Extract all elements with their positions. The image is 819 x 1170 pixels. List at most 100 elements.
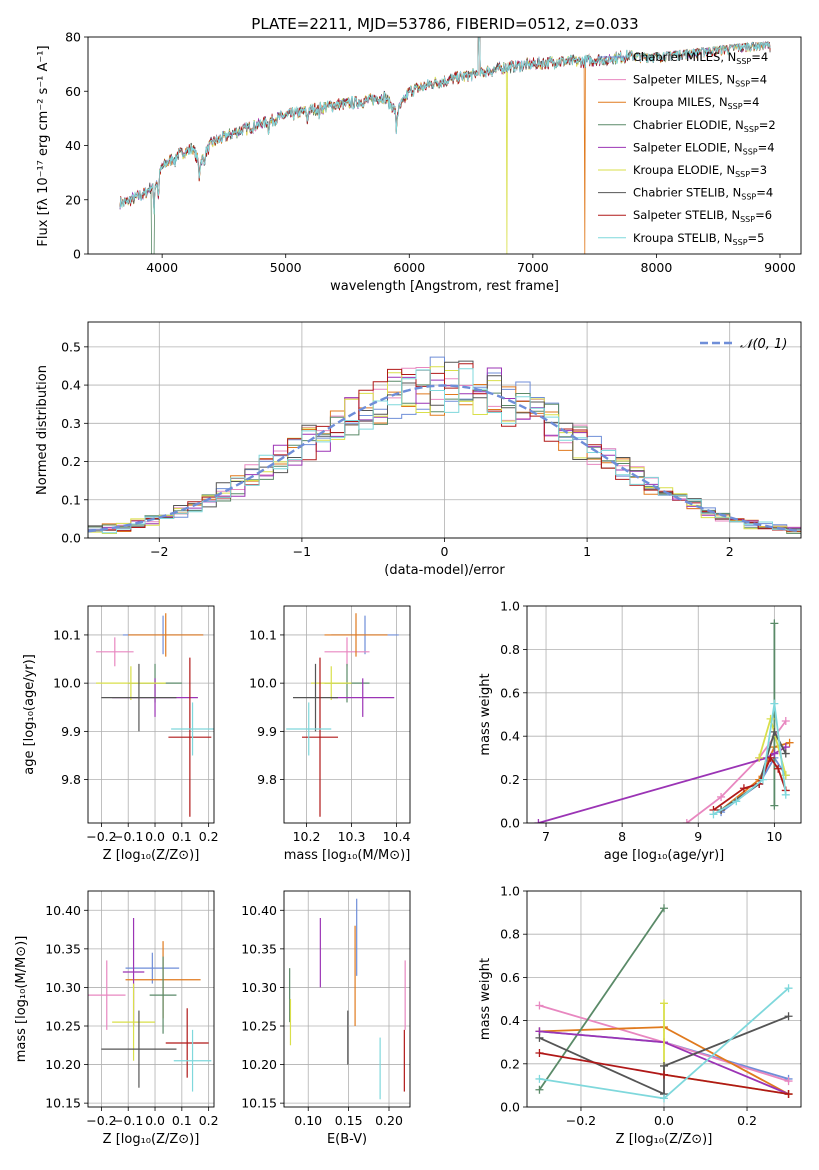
grid-massweight_vs_age	[527, 605, 801, 824]
y-tick-label: 0.3	[61, 416, 81, 431]
x-axis-label: wavelength [Angstrom, rest frame]	[330, 279, 559, 294]
panel-age_vs_mass: 10.2 10.3 10.4 9.8 9.9 10.0 10.1 mass [log₁₀(M/…	[249, 605, 411, 863]
x-tick-label: 10.3	[338, 829, 366, 844]
errorbar-point	[96, 637, 134, 667]
x-tick-label: 10	[766, 829, 782, 844]
errorbar-point	[101, 663, 177, 732]
plus-marker	[535, 1033, 544, 1042]
plus-marker	[535, 1001, 544, 1010]
errorbar-point	[286, 702, 332, 756]
axes-frame	[87, 890, 215, 1108]
plot-area-mass_vs_EBV	[289, 898, 406, 1100]
plus-marker	[758, 775, 767, 784]
y-tick-label: 0.0	[500, 1100, 520, 1115]
normal-curve	[88, 384, 799, 533]
plus-marker	[770, 801, 779, 810]
plus-marker	[781, 749, 790, 758]
x-tick-label: 2	[726, 544, 734, 559]
plus-marker	[682, 819, 691, 823]
x-tick-label: 8000	[641, 260, 673, 275]
plus-marker	[770, 699, 779, 708]
y-tick-label: 10.35	[241, 941, 277, 956]
y-tick-label: 9.9	[61, 724, 81, 739]
x-axis-label: Z [log₁₀(Z/Z⊙)]	[103, 1132, 200, 1147]
axes-frame	[87, 605, 215, 824]
spectrum-line	[119, 37, 771, 215]
y-axis-label: age [log₁₀(age/yr)]	[22, 654, 37, 775]
legend-entry: Kroupa ELODIE, NSSP=3	[633, 163, 767, 179]
plot-area-mass_vs_Z	[88, 918, 212, 1092]
plus-marker	[781, 790, 790, 799]
y-axis-label: Flux [fλ 10⁻¹⁷ erg cm⁻² s⁻¹ A⁻¹]	[36, 45, 51, 246]
axes-frame	[87, 36, 802, 255]
grid-age_vs_Z	[88, 606, 214, 823]
plus-marker	[766, 753, 775, 762]
plus-marker	[660, 904, 668, 913]
x-tick-label: 0.0	[654, 1113, 674, 1128]
legend-entry: Chabrier STELIB, NSSP=4	[633, 186, 773, 202]
y-axis-label: Normed distribution	[35, 365, 50, 495]
plus-marker	[784, 984, 793, 993]
y-tick-label: 20	[65, 192, 81, 207]
plus-marker	[535, 1049, 544, 1057]
y-tick-label: 0	[73, 247, 81, 262]
y-tick-label: 10.20	[241, 1057, 277, 1072]
errorbar-point	[331, 678, 395, 717]
plus-marker	[785, 738, 794, 747]
axes-frame	[526, 890, 802, 1108]
y-tick-label: 10.25	[45, 1019, 81, 1034]
x-tick-label: 0.20	[375, 1113, 403, 1128]
y-tick-label: 0.8	[500, 927, 520, 942]
x-tick-label: 10.2	[293, 829, 321, 844]
plus-marker	[660, 1094, 668, 1103]
y-tick-label: 10.25	[241, 1019, 277, 1034]
panel-mass_vs_EBV: 0.10 0.15 0.20 10.15 10.20 10.25 10.30 10.35 10.…	[241, 890, 411, 1147]
errorbar-point	[171, 702, 214, 756]
x-tick-label: 7000	[517, 260, 549, 275]
y-tick-label: 0.4	[61, 378, 81, 393]
x-tick-label: 0.2	[199, 829, 219, 844]
plus-marker	[717, 792, 726, 801]
legend-entry: Salpeter STELIB, NSSP=6	[633, 208, 772, 224]
histogram-steps	[88, 368, 801, 538]
errorbar-point	[324, 637, 370, 667]
x-tick-label: 7	[542, 829, 550, 844]
x-tick-label: 0.2	[737, 1113, 757, 1128]
plus-marker	[660, 1061, 668, 1070]
panel-age_vs_Z: −0.2−0.1 0.0 0.1 0.2 9.8 9.9 10.0 10.1 Z [log₁₀(…	[22, 605, 219, 863]
x-tick-label: −0.2	[86, 829, 116, 844]
errorbar-point	[302, 657, 338, 817]
y-tick-label: 0.5	[61, 339, 81, 354]
errorbar-point	[96, 666, 166, 701]
x-tick-label: 0.1	[172, 1113, 192, 1128]
plus-marker	[784, 1012, 793, 1021]
x-tick-label: −1	[293, 544, 311, 559]
errorbar-point	[173, 1029, 212, 1092]
legend-entry: Chabrier MILES, NSSP=4	[633, 50, 768, 66]
y-tick-label: 0.4	[500, 1013, 520, 1028]
errorbar-point	[311, 666, 352, 701]
massweight-line	[538, 907, 665, 1091]
panel-spectrum: 4000 5000 6000 7000 8000 9000 0 20 40 60 80 wavelen…	[36, 30, 802, 294]
plus-marker	[739, 784, 748, 793]
plus-marker	[770, 749, 779, 758]
y-tick-label: 10.40	[45, 903, 81, 918]
legend-entry: 𝒩(0, 1)	[740, 337, 787, 352]
y-tick-label: 80	[65, 30, 81, 45]
y-tick-label: 0.8	[500, 642, 520, 657]
x-tick-label: 9	[694, 829, 702, 844]
plot-area-residuals	[88, 356, 801, 538]
x-tick-label: −0.1	[113, 1113, 143, 1128]
panel-residuals: −2 −1 0 1 2 0.0 0.1 0.2 0.3 0.4 0.5 (data-model)/er…	[35, 321, 802, 578]
plus-marker	[709, 810, 718, 819]
x-tick-label: 0.0	[145, 1113, 165, 1128]
axes-frame	[283, 605, 411, 824]
x-tick-label: 0.0	[145, 829, 165, 844]
x-axis-label: Z [log₁₀(Z/Z⊙)]	[103, 848, 200, 863]
y-tick-label: 0.1	[61, 492, 81, 507]
y-axis-label: mass weight	[478, 958, 493, 1040]
y-axis-label: mass [log₁₀(M/M⊙)]	[14, 936, 29, 1063]
figure-title: PLATE=2211, MJD=53786, FIBERID=0512, z=0…	[251, 15, 638, 33]
plus-marker	[781, 717, 790, 726]
